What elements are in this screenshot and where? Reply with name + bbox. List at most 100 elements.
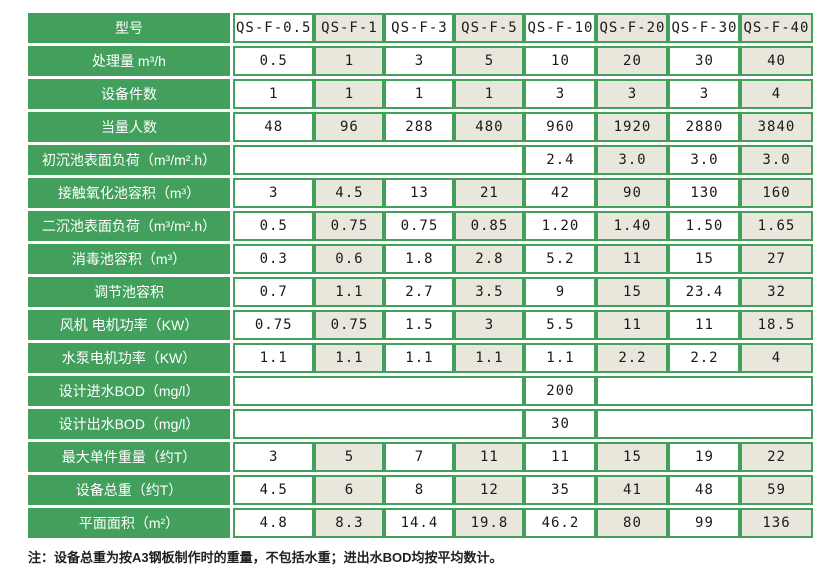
spec-cell: 15: [668, 244, 741, 274]
spec-cell: 5: [454, 46, 525, 76]
spec-cell: 2.7: [384, 277, 455, 307]
spec-cell: 1.5: [384, 310, 455, 340]
spec-cell: 11: [596, 244, 669, 274]
spec-cell: 15: [596, 442, 669, 472]
table-row: 设备件数 1 1 1 1 3 3 3 4: [28, 79, 813, 109]
spec-cell: 2.2: [596, 343, 669, 373]
spec-cell: 3: [454, 310, 525, 340]
spec-cell: 3.5: [454, 277, 525, 307]
spec-table-body: 型号 QS-F-0.5 QS-F-1 QS-F-3 QS-F-5 QS-F-10 QS-F-…: [28, 13, 813, 538]
spec-cell: 4: [740, 79, 813, 109]
spec-cell: 7: [384, 442, 455, 472]
spec-cell: 9: [524, 277, 597, 307]
spec-cell: 13: [384, 178, 455, 208]
spec-cell: 0.75: [314, 310, 385, 340]
column-header: QS-F-40: [740, 13, 813, 43]
table-row: 接触氧化池容积（m³） 3 4.5 13 21 42 90 130 160: [28, 178, 813, 208]
row-label: 水泵电机功率（KW）: [28, 343, 233, 373]
spec-cell: 1.1: [454, 343, 525, 373]
row-label: 处理量 m³/h: [28, 46, 233, 76]
spec-cell: 2.4: [524, 145, 597, 175]
blank-merged-cell: [233, 376, 525, 406]
spec-cell: 19.8: [454, 508, 525, 538]
table-row: 水泵电机功率（KW） 1.1 1.1 1.1 1.1 1.1 2.2 2.2 4: [28, 343, 813, 373]
spec-cell: 30: [668, 46, 741, 76]
spec-cell: 2.2: [668, 343, 741, 373]
spec-cell: 8: [384, 475, 455, 505]
row-label: 风机 电机功率（KW）: [28, 310, 233, 340]
row-label: 最大单件重量（约T）: [28, 442, 233, 472]
spec-cell: 5.5: [524, 310, 597, 340]
column-header: QS-F-0.5: [233, 13, 315, 43]
row-label: 当量人数: [28, 112, 233, 142]
table-row: 调节池容积 0.7 1.1 2.7 3.5 9 15 23.4 32: [28, 277, 813, 307]
column-header: QS-F-10: [524, 13, 597, 43]
spec-cell: 12: [454, 475, 525, 505]
spec-cell: 3.0: [668, 145, 741, 175]
spec-cell: 0.85: [454, 211, 525, 241]
spec-cell: 21: [454, 178, 525, 208]
spec-cell: 3: [384, 46, 455, 76]
spec-cell: 11: [524, 442, 597, 472]
spec-cell: 1.65: [740, 211, 813, 241]
spec-cell: 960: [524, 112, 597, 142]
column-header: QS-F-30: [668, 13, 741, 43]
spec-cell: 48: [668, 475, 741, 505]
spec-cell: 10: [524, 46, 597, 76]
spec-cell: 35: [524, 475, 597, 505]
spec-cell: 1: [314, 79, 385, 109]
spec-cell: 160: [740, 178, 813, 208]
spec-cell: 2880: [668, 112, 741, 142]
spec-cell: 46.2: [524, 508, 597, 538]
spec-cell: 96: [314, 112, 385, 142]
spec-cell: 4.8: [233, 508, 315, 538]
spec-cell: 19: [668, 442, 741, 472]
spec-cell: 1: [384, 79, 455, 109]
spec-table-wrapper: 型号 QS-F-0.5 QS-F-1 QS-F-3 QS-F-5 QS-F-10 QS-F-…: [28, 10, 813, 541]
row-label: 平面面积（m²）: [28, 508, 233, 538]
spec-cell: 3: [233, 178, 315, 208]
table-row: 设计出水BOD（mg/l） 30: [28, 409, 813, 439]
row-label: 接触氧化池容积（m³）: [28, 178, 233, 208]
table-row: 最大单件重量（约T） 3 5 7 11 11 15 19 22: [28, 442, 813, 472]
spec-cell: 1.1: [384, 343, 455, 373]
spec-cell: 136: [740, 508, 813, 538]
header-row-label: 型号: [28, 13, 233, 43]
table-row: 设备总重（约T） 4.5 6 8 12 35 41 48 59: [28, 475, 813, 505]
row-label: 消毒池容积（m³）: [28, 244, 233, 274]
footnote: 注：设备总重为按A3钢板制作时的重量，不包括水重；进出水BOD均按平均数计。: [28, 550, 503, 565]
spec-cell: 99: [668, 508, 741, 538]
spec-cell: 3: [596, 79, 669, 109]
spec-cell: 23.4: [668, 277, 741, 307]
spec-cell: 20: [596, 46, 669, 76]
spec-cell: 1: [314, 46, 385, 76]
spec-cell: 42: [524, 178, 597, 208]
spec-cell: 4.5: [314, 178, 385, 208]
spec-cell: 1.50: [668, 211, 741, 241]
spec-cell: 0.75: [384, 211, 455, 241]
spec-cell: 2.8: [454, 244, 525, 274]
spec-cell: 80: [596, 508, 669, 538]
table-row: 设计进水BOD（mg/l） 200: [28, 376, 813, 406]
column-header: QS-F-3: [384, 13, 455, 43]
spec-table: 型号 QS-F-0.5 QS-F-1 QS-F-3 QS-F-5 QS-F-10 QS-F-…: [28, 10, 813, 541]
column-header: QS-F-20: [596, 13, 669, 43]
table-row: 当量人数 48 96 288 480 960 1920 2880 3840: [28, 112, 813, 142]
spec-cell: 0.75: [314, 211, 385, 241]
spec-cell: 1.20: [524, 211, 597, 241]
spec-cell: 1920: [596, 112, 669, 142]
spec-cell: 59: [740, 475, 813, 505]
spec-cell: 1.1: [524, 343, 597, 373]
spec-cell: 0.7: [233, 277, 315, 307]
row-label: 设计出水BOD（mg/l）: [28, 409, 233, 439]
spec-cell: 32: [740, 277, 813, 307]
row-label: 设备总重（约T）: [28, 475, 233, 505]
spec-cell: 22: [740, 442, 813, 472]
blank-merged-cell: [233, 409, 525, 439]
spec-cell: 4.5: [233, 475, 315, 505]
spec-cell: 48: [233, 112, 315, 142]
spec-cell: 90: [596, 178, 669, 208]
table-row: 消毒池容积（m³） 0.3 0.6 1.8 2.8 5.2 11 15 27: [28, 244, 813, 274]
spec-cell: 5: [314, 442, 385, 472]
